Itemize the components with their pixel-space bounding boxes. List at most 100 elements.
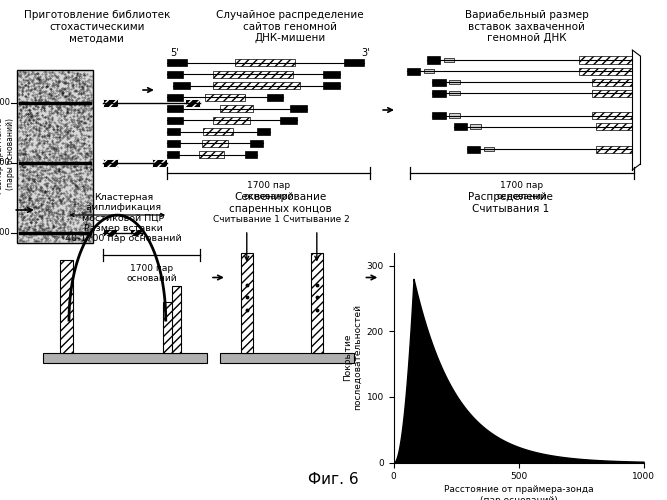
Point bbox=[15, 196, 25, 204]
Point bbox=[24, 174, 35, 182]
Point bbox=[53, 109, 64, 117]
Point bbox=[17, 214, 27, 222]
Point bbox=[69, 122, 79, 130]
Point bbox=[71, 123, 82, 131]
Point bbox=[21, 228, 31, 236]
Point bbox=[81, 140, 91, 147]
Point bbox=[22, 150, 33, 158]
Point bbox=[70, 234, 81, 242]
Point bbox=[81, 164, 91, 172]
Point bbox=[31, 109, 42, 117]
Point bbox=[15, 132, 25, 140]
Point bbox=[83, 132, 94, 140]
Bar bbox=[103, 228, 117, 236]
Point bbox=[43, 110, 54, 118]
Point bbox=[64, 94, 75, 102]
Point bbox=[27, 155, 38, 163]
Point bbox=[27, 156, 37, 164]
Point bbox=[51, 94, 62, 102]
Point bbox=[36, 76, 47, 84]
Point bbox=[81, 149, 92, 157]
Point bbox=[59, 102, 69, 110]
Point bbox=[50, 98, 61, 106]
Point bbox=[51, 128, 61, 136]
Point bbox=[21, 206, 31, 214]
Point bbox=[29, 203, 39, 211]
Point bbox=[85, 186, 95, 194]
Point bbox=[59, 78, 69, 86]
Point bbox=[31, 114, 42, 122]
Point bbox=[41, 230, 52, 237]
Point bbox=[61, 202, 71, 210]
Point bbox=[52, 176, 63, 184]
Point bbox=[34, 154, 45, 162]
Point bbox=[59, 92, 70, 100]
Point bbox=[80, 161, 91, 169]
Point bbox=[53, 166, 64, 173]
Point bbox=[47, 136, 57, 144]
Point bbox=[62, 146, 73, 154]
Point bbox=[33, 203, 43, 211]
Point bbox=[38, 194, 49, 202]
Point bbox=[25, 230, 35, 238]
Point bbox=[21, 110, 32, 118]
Point bbox=[73, 94, 84, 102]
Text: 100: 100 bbox=[0, 228, 10, 237]
Point bbox=[41, 98, 52, 106]
Bar bbox=[432, 112, 446, 119]
Point bbox=[63, 108, 73, 116]
Point bbox=[74, 112, 85, 120]
Point bbox=[24, 116, 35, 124]
Point bbox=[31, 134, 42, 142]
Point bbox=[14, 226, 25, 234]
Point bbox=[29, 186, 40, 194]
Point bbox=[63, 215, 73, 223]
Point bbox=[44, 194, 55, 202]
Point bbox=[20, 171, 31, 179]
Point bbox=[43, 209, 54, 217]
Point bbox=[55, 154, 66, 162]
Point bbox=[29, 152, 39, 160]
Point bbox=[65, 186, 75, 194]
Point bbox=[51, 158, 61, 166]
Bar bbox=[17, 70, 93, 242]
Point bbox=[17, 68, 28, 76]
Point bbox=[64, 84, 75, 92]
Point bbox=[83, 110, 93, 118]
Point bbox=[71, 73, 81, 81]
Point bbox=[77, 109, 87, 117]
Point bbox=[57, 88, 68, 96]
Text: 500: 500 bbox=[0, 158, 10, 167]
Point bbox=[65, 168, 76, 176]
Point bbox=[78, 236, 89, 244]
Point bbox=[54, 167, 65, 175]
Point bbox=[73, 236, 83, 244]
Point bbox=[25, 230, 36, 237]
Point bbox=[75, 89, 86, 97]
Point bbox=[52, 124, 63, 132]
Point bbox=[45, 196, 55, 204]
Point bbox=[51, 208, 62, 216]
Point bbox=[41, 179, 52, 187]
Point bbox=[46, 160, 57, 168]
Point bbox=[67, 112, 78, 120]
Point bbox=[63, 174, 73, 182]
Point bbox=[19, 118, 29, 126]
Point bbox=[71, 78, 82, 86]
Point bbox=[21, 226, 32, 234]
Point bbox=[15, 234, 25, 242]
Point bbox=[15, 73, 26, 81]
Point bbox=[57, 210, 67, 218]
Point bbox=[81, 221, 92, 229]
Point bbox=[71, 134, 82, 142]
Point bbox=[44, 94, 55, 102]
Point bbox=[29, 148, 40, 156]
Point bbox=[17, 161, 27, 169]
Point bbox=[68, 136, 79, 144]
Point bbox=[35, 121, 46, 129]
Point bbox=[40, 210, 51, 218]
Point bbox=[29, 131, 40, 139]
Point bbox=[63, 152, 73, 160]
Point bbox=[34, 194, 45, 202]
Point bbox=[33, 104, 44, 112]
